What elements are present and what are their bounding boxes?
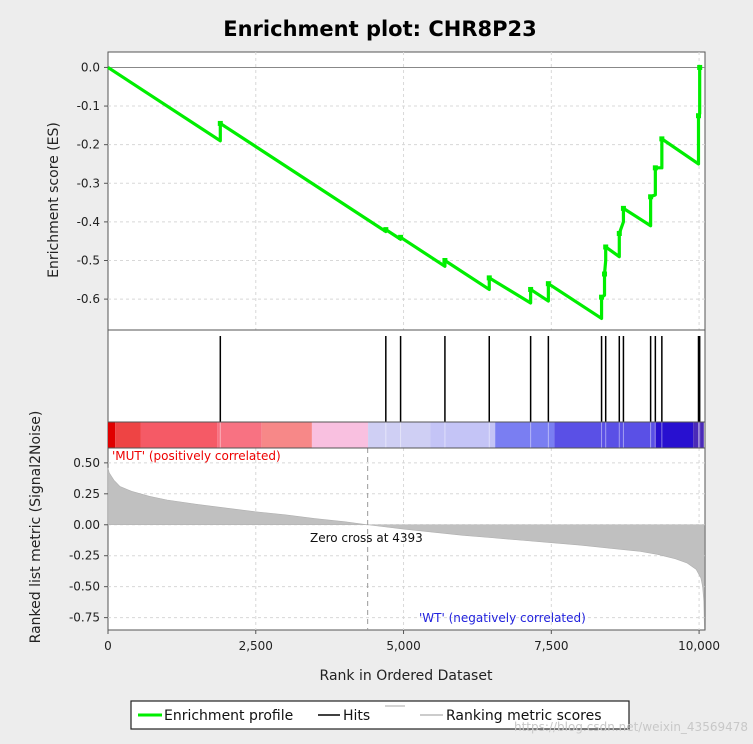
legend-label-ranking: Ranking metric scores [446,708,602,724]
x-tick-label: 5,000 [386,639,420,653]
metric-y-tick-label: 0.50 [73,456,100,470]
enrichment-point [602,271,608,277]
metric-y-tick-label: 0.00 [73,518,100,532]
zero-cross-label: Zero cross at 4393 [310,531,423,545]
enrichment-point [486,275,492,281]
enrichment-point [442,258,448,263]
chart-title: Enrichment plot: CHR8P23 [223,17,536,41]
legend-label-hits: Hits [343,708,370,724]
heatmap-segment [693,422,704,448]
x-tick-label: 7,500 [534,639,568,653]
heatmap-segment [115,422,141,448]
negative-correlation-label: 'WT' (negatively correlated) [419,611,586,625]
positive-correlation-label: 'MUT' (positively correlated) [112,449,281,463]
enrichment-point [528,286,534,292]
enrichment-point [648,194,654,200]
enrichment-point [616,230,622,236]
heatmap-segment [140,422,218,448]
heatmap-segment [261,422,312,448]
metric-y-tick-label: 0.25 [73,487,100,501]
enrichment-point [383,227,389,233]
heatmap-segment [430,422,496,448]
hits-panel [219,336,701,448]
es-y-axis-label: Enrichment score (ES) [46,122,62,278]
metric-panel [107,448,705,630]
heatmap-segment [495,422,555,448]
enrichment-point [695,113,701,119]
legend-label-enrichment: Enrichment profile [164,708,293,724]
es-y-tick-label: 0.0 [81,60,100,74]
heatmap-segment [554,422,655,448]
enrichment-point [620,205,626,211]
es-y-tick-label: -0.2 [77,138,100,152]
heatmap-segment [217,422,262,448]
heatmap-segment [368,422,431,448]
enrichment-point [398,234,404,240]
metric-y-tick-label: -0.50 [69,580,100,594]
metric-y-tick-label: -0.75 [69,611,100,625]
es-panel [107,64,703,321]
x-tick-label: 0 [104,639,112,653]
axes-layer: 0.0 -0.1 -0.2 -0.3 -0.4 -0.5 -0.6 0.50 0.25 0.00 -… [69,60,720,653]
enrichment-point [217,120,223,126]
enrichment-point [545,281,551,287]
heatmap-bar [108,422,704,448]
es-y-tick-label: -0.1 [77,99,100,113]
legend: Enrichment profile Hits Ranking metric s… [130,700,630,730]
x-tick-label: 2,500 [239,639,273,653]
heatmap-segment [654,422,694,448]
x-tick-label: 10,000 [678,639,720,653]
ranking-metric-area [107,467,705,629]
enrichment-point [697,64,703,70]
watermark-text: https://blog.csdn.net/weixin_43569478 [514,720,748,734]
enrichment-point [652,165,658,171]
enrichment-point [603,244,609,250]
x-axis-label: Rank in Ordered Dataset [320,668,493,684]
grid-layer [108,52,705,630]
metric-y-axis-label: Ranked list metric (Signal2Noise) [28,411,44,644]
es-y-tick-label: -0.6 [77,292,100,306]
enrichment-point [659,136,665,142]
es-y-tick-label: -0.5 [77,254,100,268]
metric-y-tick-label: -0.25 [69,549,100,563]
es-y-tick-label: -0.3 [77,176,100,190]
heatmap-segment [108,422,116,448]
es-y-tick-label: -0.4 [77,215,100,229]
enrichment-point [599,294,605,300]
heatmap-segment [311,422,369,448]
